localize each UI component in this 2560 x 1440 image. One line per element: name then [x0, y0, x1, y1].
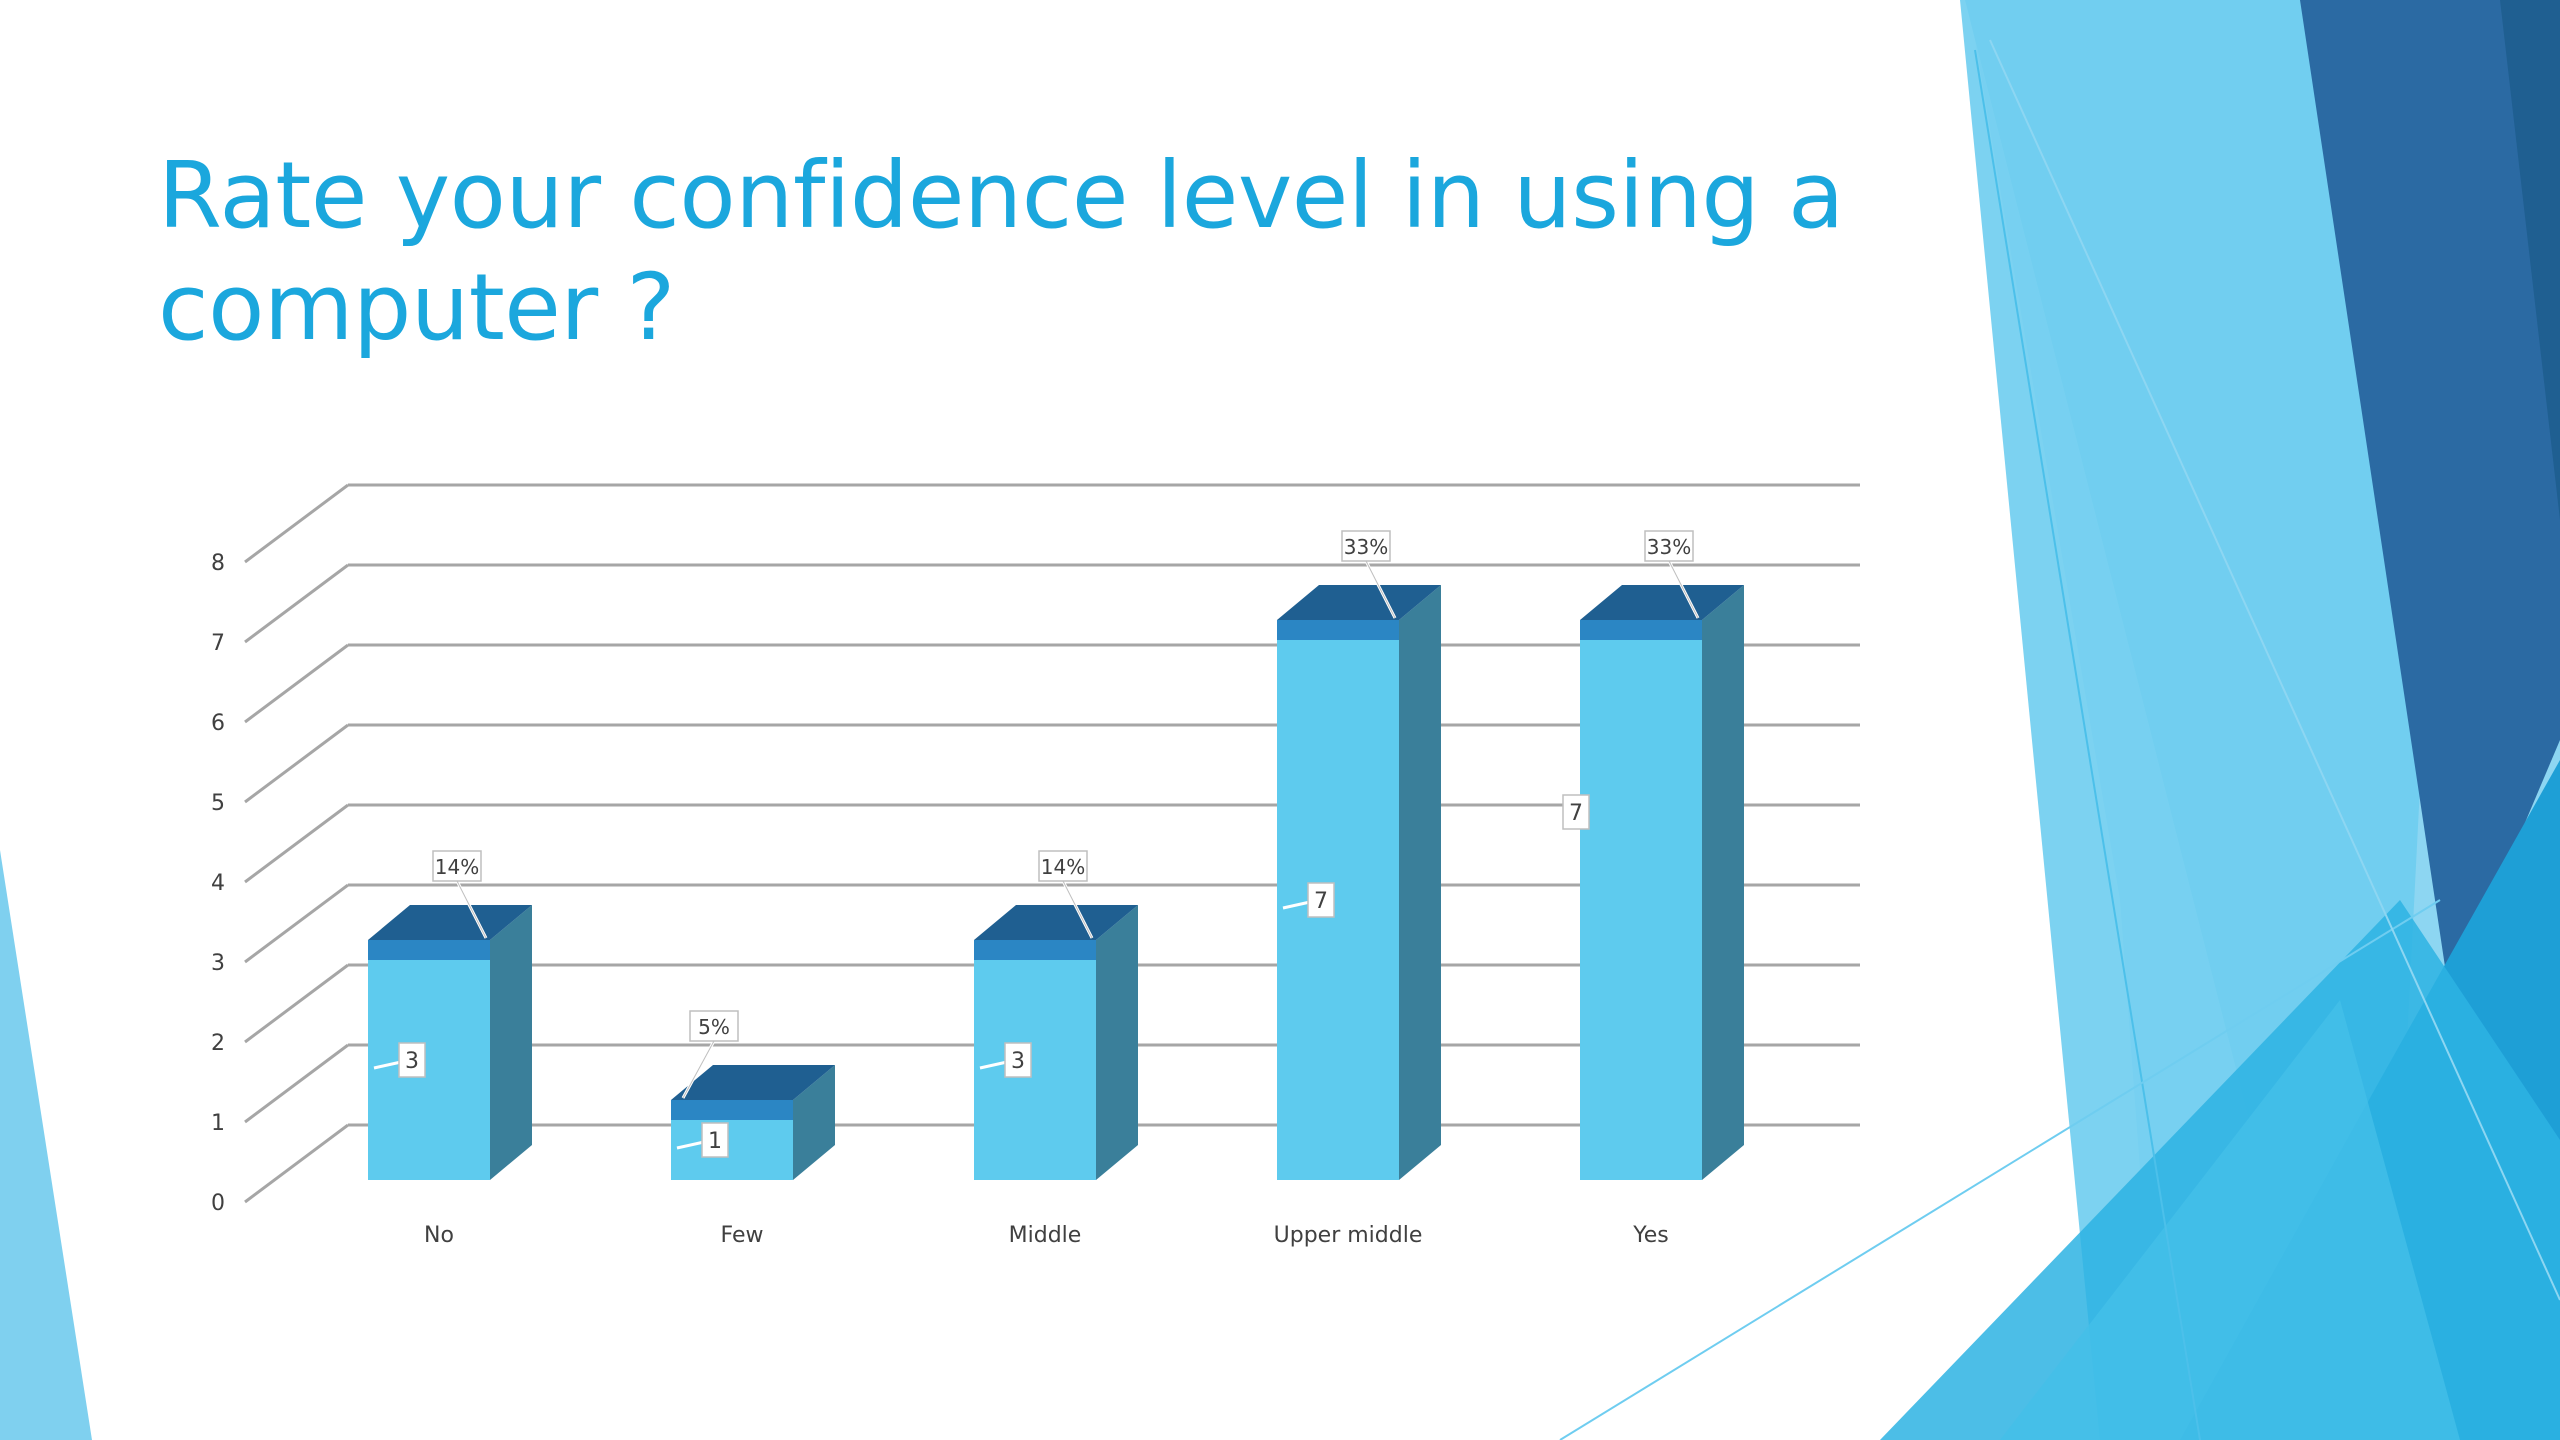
- bar: [1580, 620, 1702, 1180]
- slide-title: Rate your confidence level in using a co…: [158, 142, 1844, 361]
- y-tick-label: 6: [211, 711, 225, 736]
- category-label: Middle: [1009, 1223, 1082, 1248]
- category-label: Yes: [1632, 1223, 1669, 1248]
- bar-top: [1580, 585, 1744, 620]
- deco-line-1: [1974, 49, 2201, 1440]
- gridline-side: [244, 1123, 349, 1204]
- y-tick-label: 4: [211, 871, 225, 896]
- deco-line-2: [1559, 899, 2441, 1440]
- value-label: 7: [1569, 801, 1583, 826]
- bar: [1277, 620, 1399, 1180]
- gridline-side: [244, 563, 349, 644]
- y-tick-label: 0: [211, 1191, 225, 1216]
- value-leader: [979, 1060, 1008, 1070]
- bar-top: [1277, 585, 1441, 620]
- bar: [368, 940, 490, 1180]
- percent-box: [689, 1010, 739, 1042]
- gridline-side: [244, 963, 349, 1044]
- bar-side: [793, 1065, 835, 1180]
- gridline-side: [244, 723, 349, 804]
- percent-label: 33%: [1344, 535, 1388, 559]
- bar-side: [490, 905, 532, 1180]
- value-label: 3: [1011, 1049, 1025, 1074]
- value-leader: [676, 1140, 705, 1150]
- value-box: [398, 1042, 426, 1078]
- value-leader: [373, 1060, 402, 1070]
- value-leader: [1282, 900, 1311, 910]
- bar-top: [368, 905, 532, 940]
- value-label: 1: [708, 1129, 722, 1154]
- deco-facet-mid: [2000, 1000, 2460, 1440]
- bar-side: [1399, 585, 1441, 1180]
- category-label: Upper middle: [1274, 1223, 1423, 1248]
- deco-facet-dark: [2300, 0, 2560, 1000]
- y-tick-label: 1: [211, 1111, 225, 1136]
- value-label: 3: [405, 1049, 419, 1074]
- value-box: [701, 1122, 729, 1158]
- deco-facet-darker: [2500, 0, 2560, 520]
- percent-leader-outline: [456, 880, 487, 939]
- percent-label: 14%: [1041, 855, 1085, 879]
- value-box: [1562, 794, 1590, 830]
- bar-top-band: [671, 1100, 793, 1120]
- percent-box: [1341, 530, 1391, 562]
- bar: [974, 940, 1096, 1180]
- value-box: [1004, 1042, 1032, 1078]
- percent-box: [1644, 530, 1694, 562]
- bar-top-band: [368, 940, 490, 960]
- percent-label: 5%: [698, 1015, 730, 1039]
- bar-side: [1096, 905, 1138, 1180]
- deco-left-sliver: [0, 850, 92, 1440]
- category-label: No: [424, 1223, 454, 1248]
- y-tick-label: 7: [211, 631, 225, 656]
- gridline-side: [244, 883, 349, 964]
- percent-label: 33%: [1647, 535, 1691, 559]
- percent-leader-outline: [1062, 880, 1093, 939]
- y-tick-label: 8: [211, 551, 225, 576]
- bar-top-band: [974, 940, 1096, 960]
- bar-top-band: [1277, 620, 1399, 640]
- bar-side: [1702, 585, 1744, 1180]
- bar-top: [974, 905, 1138, 940]
- percent-box: [1038, 850, 1088, 882]
- gridline-side: [244, 483, 349, 564]
- category-label: Few: [721, 1223, 764, 1248]
- value-box: [1307, 882, 1335, 918]
- gridline-side: [244, 1043, 349, 1124]
- percent-box: [432, 850, 482, 882]
- bar-top: [671, 1065, 835, 1100]
- gridline-side: [244, 643, 349, 724]
- gridline-side: [244, 803, 349, 884]
- percent-leader-outline: [1668, 560, 1699, 619]
- percent-leader-outline: [682, 1040, 715, 1099]
- percent-leader-outline: [1365, 560, 1396, 619]
- y-tick-label: 5: [211, 791, 225, 816]
- percent-label: 14%: [435, 855, 479, 879]
- bar-top-band: [1580, 620, 1702, 640]
- y-tick-label: 2: [211, 1031, 225, 1056]
- y-tick-label: 3: [211, 951, 225, 976]
- value-label: 7: [1314, 889, 1328, 914]
- deco-line-3: [1989, 39, 2560, 1301]
